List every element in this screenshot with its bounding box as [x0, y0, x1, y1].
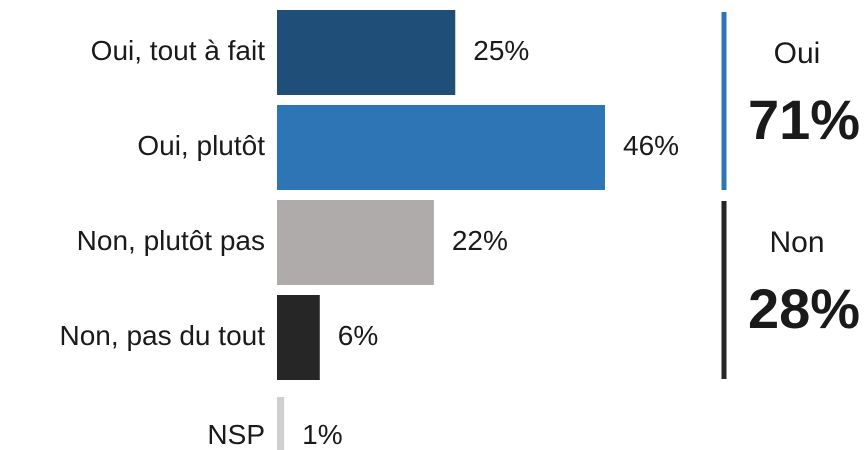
- value-label: 46%: [623, 130, 679, 161]
- category-label: Oui, plutôt: [137, 130, 265, 161]
- value-label: 6%: [338, 320, 378, 351]
- value-label: 1%: [302, 419, 342, 450]
- group-total: 28%: [748, 277, 860, 340]
- bar: [277, 105, 605, 190]
- group-label: Oui: [774, 37, 821, 70]
- category-label: Oui, tout à fait: [91, 35, 266, 66]
- category-label: Non, plutôt pas: [77, 225, 265, 256]
- value-label: 22%: [452, 225, 508, 256]
- category-label: NSP: [207, 419, 265, 450]
- bar: [277, 10, 456, 95]
- bar: [277, 295, 320, 380]
- value-label: 25%: [473, 35, 529, 66]
- group-label: Non: [769, 226, 824, 259]
- bar: [277, 200, 434, 285]
- category-label: Non, pas du tout: [60, 320, 266, 351]
- bar: [277, 397, 285, 450]
- group-total: 71%: [748, 88, 860, 151]
